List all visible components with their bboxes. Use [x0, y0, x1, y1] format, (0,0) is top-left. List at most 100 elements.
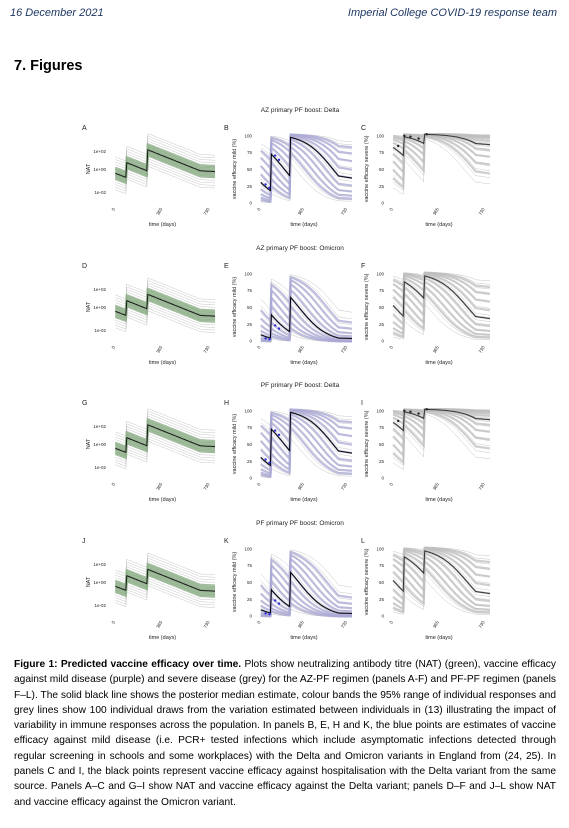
band-line [392, 290, 490, 339]
draw-line [392, 136, 491, 191]
y-axis-label: vaccine efficacy mild (%) [232, 139, 238, 200]
x-tick-label: 365 [432, 482, 440, 491]
y-tick-label: 100 [376, 546, 384, 551]
draw-line [392, 278, 491, 328]
point [268, 186, 271, 189]
draw-line [115, 165, 216, 194]
y-tick-label: 1e-02 [94, 603, 106, 608]
x-tick-label: 0 [256, 207, 262, 212]
y-tick-label: 1e+02 [93, 562, 106, 567]
band-line [392, 284, 490, 336]
band-line [114, 153, 216, 185]
y-axis-label: vaccine efficacy severe (%) [364, 273, 370, 340]
y-axis-label: vaccine efficacy severe (%) [364, 410, 370, 477]
point [397, 144, 400, 148]
panel-letter: C [361, 125, 366, 132]
x-axis-label: time (days) [290, 497, 317, 503]
x-axis-label: time (days) [149, 497, 176, 503]
median-line [115, 424, 216, 453]
draw-line [392, 549, 491, 591]
band-line [114, 426, 216, 457]
band-line [114, 562, 216, 587]
y-tick-label: 0 [381, 476, 384, 481]
draw-line [392, 560, 491, 610]
band-line [114, 294, 216, 319]
band-line [114, 288, 216, 314]
y-axis-label: NAT [86, 163, 92, 174]
band-line [114, 424, 216, 456]
y-tick-label: 1e+00 [93, 580, 106, 585]
point [264, 458, 267, 461]
x-tick-label: 0 [388, 207, 394, 212]
median-line [392, 550, 491, 594]
x-tick-label: 0 [388, 482, 394, 487]
median-line [115, 293, 216, 317]
draw-line [115, 307, 215, 331]
point [425, 133, 428, 136]
draw-line [260, 274, 353, 313]
y-tick-label: 50 [247, 167, 253, 172]
band-line [114, 419, 216, 450]
point [268, 461, 271, 464]
draw-line [115, 310, 215, 333]
y-tick-label: 0 [381, 201, 384, 206]
y-tick-label: 50 [247, 580, 253, 585]
y-tick-label: 50 [247, 305, 253, 310]
y-tick-label: 100 [244, 546, 252, 551]
band-line [392, 135, 491, 190]
median-line [260, 136, 353, 192]
band-line [259, 409, 353, 455]
section-title: 7. Figures [14, 58, 83, 74]
draw-line [115, 435, 215, 464]
y-tick-label: 50 [379, 167, 385, 172]
y-axis-label: vaccine efficacy mild (%) [232, 414, 238, 475]
y-tick-label: 50 [379, 580, 385, 585]
band-line [260, 150, 352, 204]
header-team: Imperial College COVID-19 response team [347, 7, 557, 19]
draw-line [115, 580, 216, 603]
band-line [114, 569, 216, 594]
draw-line [260, 162, 353, 204]
point [268, 337, 271, 341]
draw-line [260, 277, 353, 325]
draw-line [260, 552, 353, 600]
band-line [392, 565, 490, 614]
band-line [392, 548, 491, 587]
x-tick-label: 730 [203, 620, 211, 629]
band-line [114, 563, 216, 589]
point [274, 154, 277, 157]
point [274, 429, 277, 432]
point [274, 599, 277, 602]
caption-text: Plots show neutralizing antibody titre (… [14, 659, 556, 808]
band-line [114, 420, 216, 452]
x-tick-label: 0 [388, 620, 394, 625]
x-tick-label: 0 [111, 345, 117, 350]
caption: Figure 1: Predicted vaccine efficacy ove… [14, 657, 556, 810]
draw-line [392, 274, 491, 316]
y-tick-label: 25 [247, 322, 253, 327]
y-tick-label: 1e+02 [93, 287, 106, 292]
x-axis-label: time (days) [149, 222, 176, 228]
band-line [392, 133, 490, 140]
draw-line [392, 276, 491, 322]
panel-plot [114, 552, 216, 608]
point [409, 135, 412, 138]
draw-line [115, 135, 215, 164]
band-line [260, 134, 353, 187]
draw-line [115, 438, 216, 467]
draw-line [115, 140, 216, 169]
draw-line [115, 410, 215, 439]
y-tick-label: 75 [247, 150, 253, 155]
y-axis-label: NAT [86, 301, 92, 312]
panel-letter: D [82, 263, 87, 270]
y-tick-label: 25 [247, 459, 253, 464]
point [277, 327, 281, 330]
x-tick-label: 365 [432, 345, 440, 354]
panel-letter: E [224, 263, 229, 270]
x-axis-label: time (days) [425, 360, 452, 366]
y-tick-label: 1e+00 [93, 442, 106, 447]
draw-line [115, 408, 215, 437]
y-tick-label: 25 [247, 184, 253, 189]
band-line [114, 297, 216, 322]
y-tick-label: 50 [379, 305, 385, 310]
